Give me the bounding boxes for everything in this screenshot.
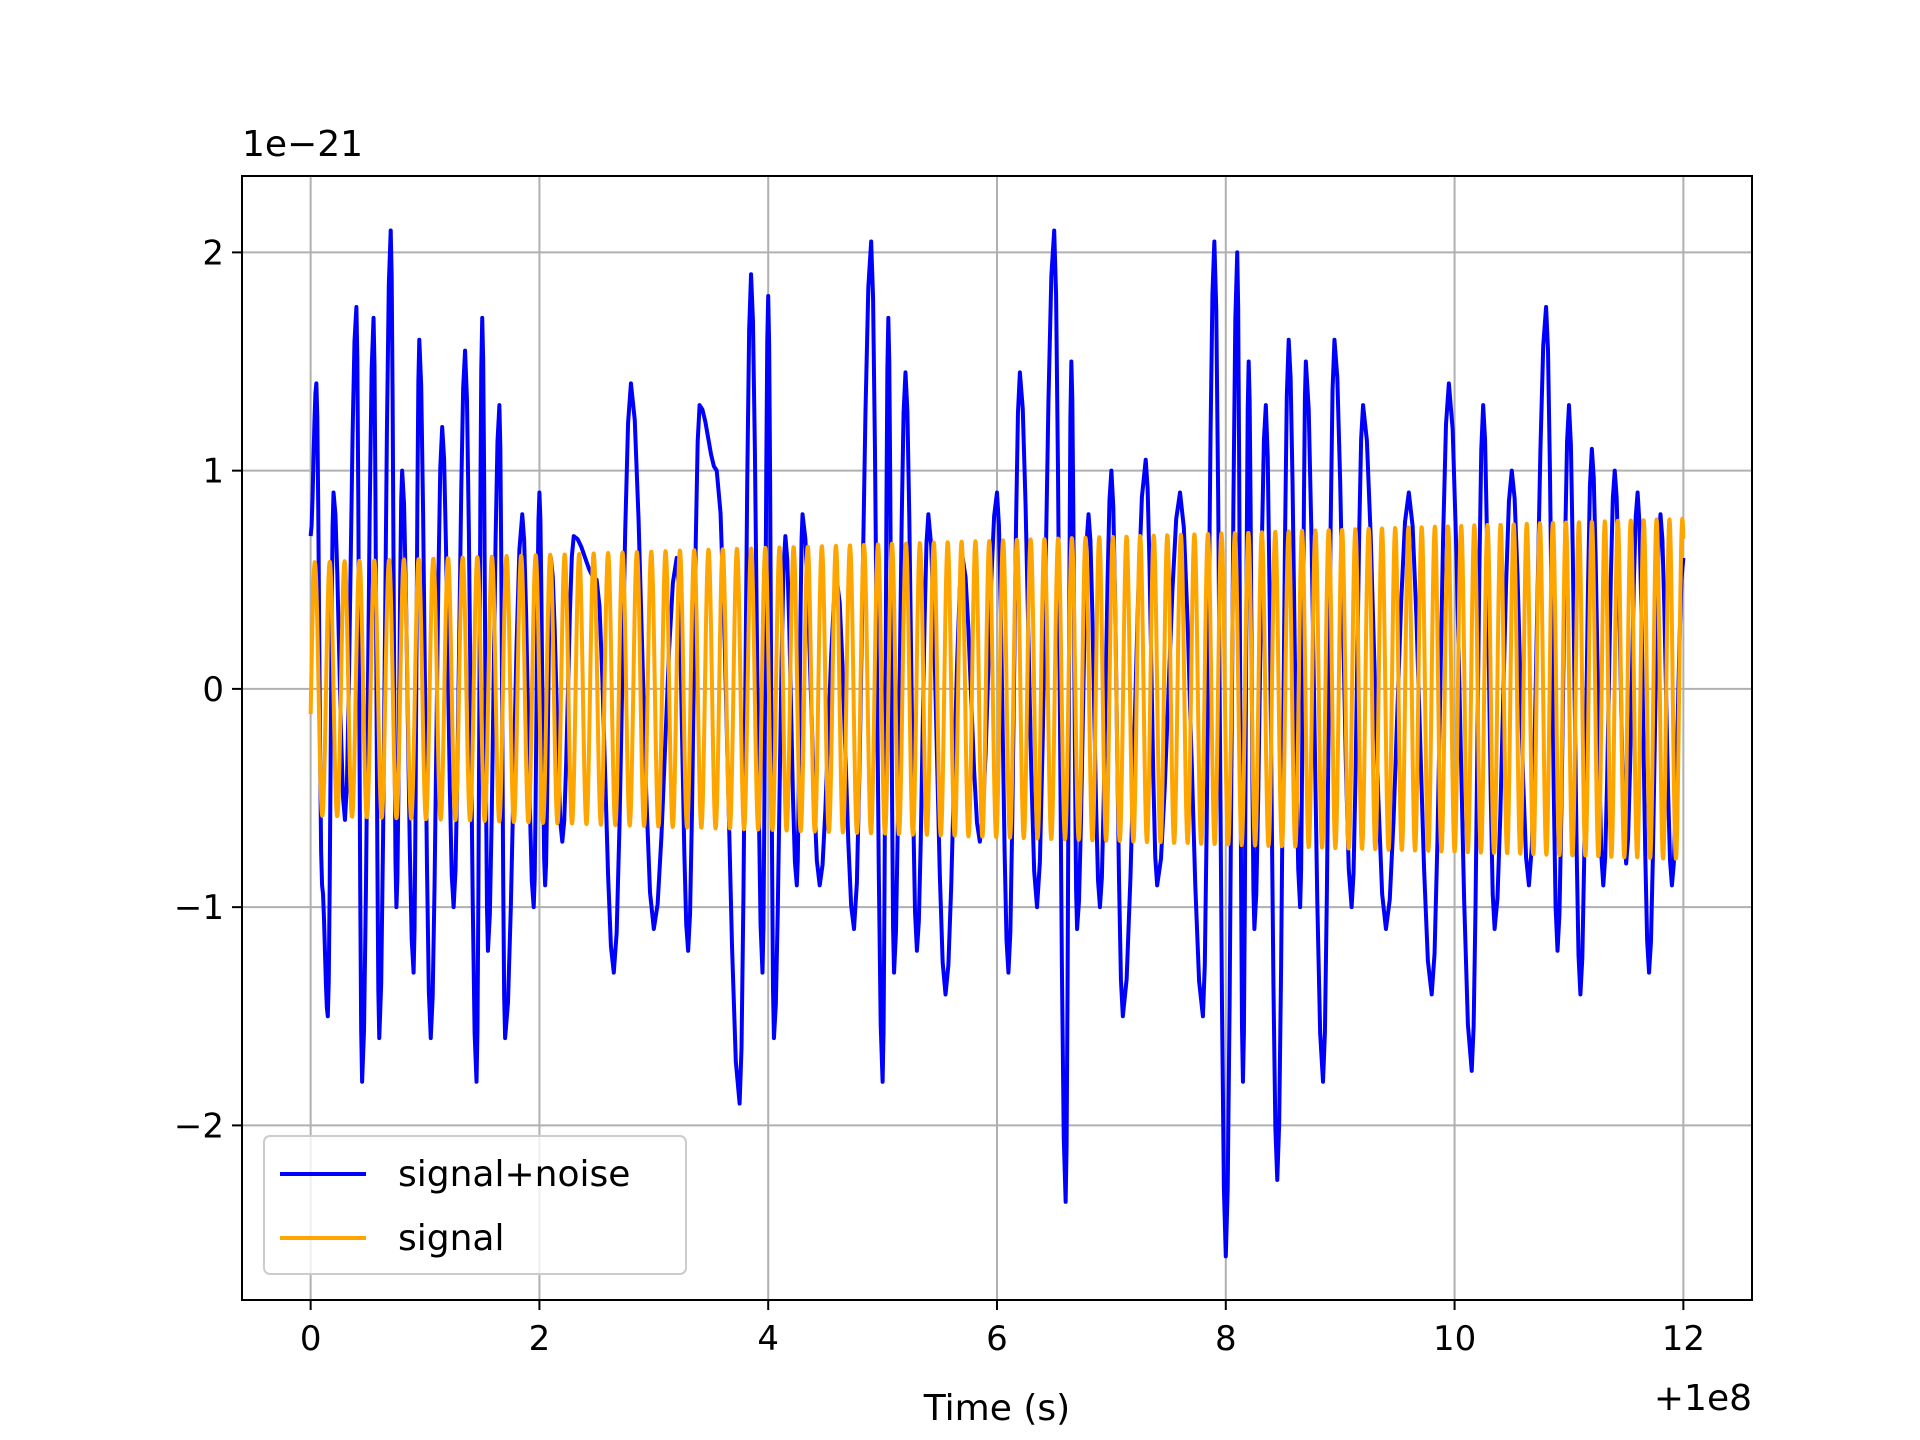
x-tick-label: 2 <box>529 1319 551 1359</box>
legend-box <box>263 1135 687 1275</box>
y-scale-label: 1e−21 <box>242 124 363 165</box>
y-tick-label: −1 <box>174 888 224 928</box>
plot-area <box>308 228 1686 1259</box>
legend-label: signal <box>398 1218 505 1259</box>
y-tick-label: 0 <box>202 670 224 710</box>
y-tick-label: −2 <box>174 1106 224 1146</box>
x-tick-label: 4 <box>757 1319 779 1359</box>
x-tick-label: 0 <box>300 1319 322 1359</box>
y-axis-ticks: −2 −1 0 1 2 <box>174 233 242 1146</box>
x-tick-label: 10 <box>1433 1319 1476 1359</box>
legend: signal+noise signal <box>263 1135 687 1275</box>
x-axis-ticks: 0 2 4 6 8 10 12 <box>300 1300 1705 1359</box>
x-tick-label: 12 <box>1662 1319 1705 1359</box>
x-tick-label: 6 <box>986 1319 1008 1359</box>
y-tick-label: 1 <box>202 452 224 492</box>
y-tick-label: 2 <box>202 233 224 273</box>
x-tick-label: 8 <box>1215 1319 1237 1359</box>
x-axis-label: Time (s) <box>923 1388 1070 1429</box>
series-signal-line <box>308 516 1686 861</box>
x-offset-label: +1e8 <box>1654 1378 1752 1419</box>
series-signal-noise-line <box>308 228 1686 1259</box>
legend-label: signal+noise <box>398 1154 630 1195</box>
